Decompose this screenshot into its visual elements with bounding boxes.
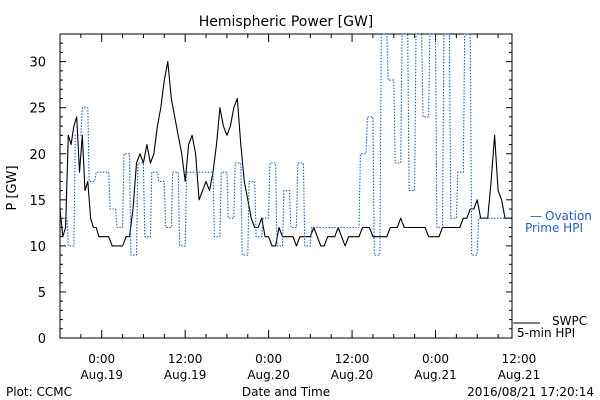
footer-plot-credit: Plot: CCMC	[6, 385, 72, 399]
axes-frame	[59, 33, 513, 339]
legend-ovation-dash: —	[530, 209, 542, 223]
legend-ovation-line1: Ovation	[545, 209, 592, 223]
legend-ovation-line2: Prime HPI	[525, 221, 583, 235]
x-tick-label-date: Aug.19	[80, 368, 123, 382]
legend-swpc-line2: 5-min HPI	[517, 326, 575, 340]
x-tick-label-date: Aug.21	[498, 368, 541, 382]
x-axis-ticks: 0:00 Aug.19 12:00 Aug.19 0:00 Aug.20 12:00 Aug.…	[59, 34, 541, 382]
x-tick-label-date: Aug.20	[331, 368, 374, 382]
y-tick-label: 15	[29, 194, 46, 209]
y-tick-label: 25	[29, 102, 46, 117]
series-lines	[59, 33, 512, 256]
y-axis-ticks: 0 5 10 15 20 25 30	[29, 33, 512, 347]
x-tick-label-time: 0:00	[88, 352, 115, 366]
x-tick-label-date: Aug.20	[247, 368, 290, 382]
y-axis-label: P [GW]	[5, 165, 20, 210]
x-tick-label-time: 12:00	[335, 352, 370, 366]
series-swpc-line	[59, 61, 512, 247]
y-tick-label: 5	[38, 286, 46, 301]
x-tick-label-date: Aug.19	[164, 368, 207, 382]
x-tick-label-time: 12:00	[502, 352, 537, 366]
x-tick-label-time: 0:00	[422, 352, 449, 366]
y-tick-label: 0	[38, 332, 46, 347]
x-tick-label-time: 0:00	[255, 352, 282, 366]
y-tick-label: 10	[29, 240, 46, 255]
footer-timestamp: 2016/08/21 17:20:14	[467, 385, 594, 399]
y-tick-label: 30	[29, 56, 46, 71]
plot-frame	[59, 33, 513, 339]
chart-title: Hemispheric Power [GW]	[199, 14, 374, 30]
x-tick-label-time: 12:00	[168, 352, 203, 366]
legend-swpc-line1: SWPC	[552, 314, 587, 328]
series-ovation-line	[60, 33, 512, 256]
y-tick-label: 20	[29, 148, 46, 163]
legend-ovation: — Ovation Prime HPI	[525, 209, 592, 235]
x-tick-label-date: Aug.21	[414, 368, 457, 382]
x-axis-label: Date and Time	[242, 385, 330, 399]
legend-swpc: SWPC 5-min HPI	[513, 314, 587, 340]
